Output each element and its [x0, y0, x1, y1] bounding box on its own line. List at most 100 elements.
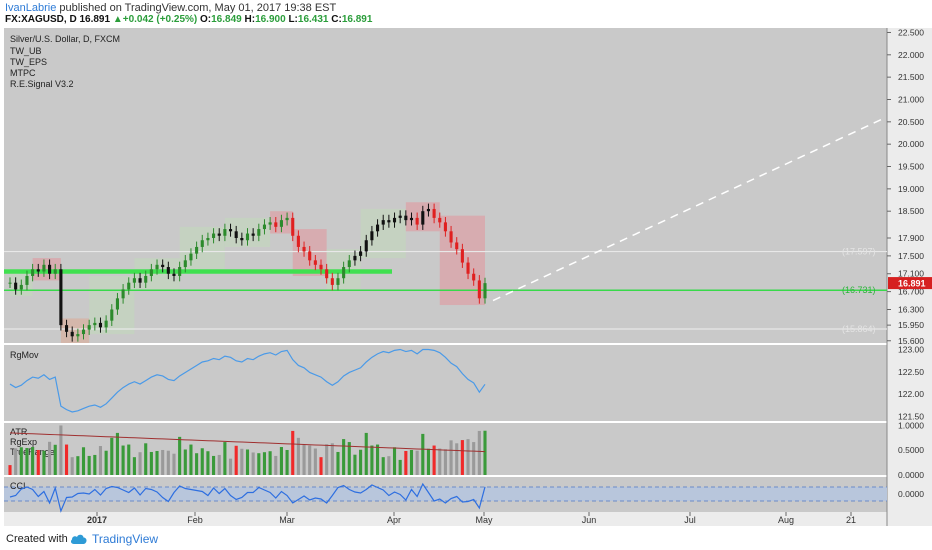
candle-body	[472, 273, 476, 281]
true-range-bar	[438, 448, 442, 475]
rgmov-tick-label: 122.00	[898, 389, 924, 399]
candle-body	[36, 269, 40, 272]
true-range-bar	[70, 457, 74, 475]
candle-body	[251, 233, 255, 236]
candle-body	[228, 229, 233, 232]
true-range-bar	[53, 444, 57, 475]
price-tick-label: 17.100	[898, 269, 924, 279]
true-range-bar	[336, 451, 340, 475]
candle-body	[387, 220, 391, 223]
true-range-bar	[189, 444, 193, 475]
true-range-bar	[110, 437, 114, 475]
rgmov-tick-label: 121.50	[898, 412, 924, 422]
true-range-bar	[98, 446, 103, 475]
candle-body	[296, 235, 300, 247]
candle-body	[268, 222, 272, 225]
candle-body	[392, 217, 397, 223]
true-range-bar	[206, 451, 210, 475]
candle-body	[376, 224, 380, 232]
true-range-bar	[172, 453, 176, 475]
chart-header: IvanLabrie published on TradingView.com,…	[0, 0, 932, 26]
candle-body	[336, 278, 340, 285]
candle-body	[409, 217, 414, 221]
true-range-bar	[115, 432, 119, 475]
candle-body	[319, 264, 323, 270]
true-range-bar	[443, 449, 447, 475]
atr-legend-0: ATR	[10, 427, 28, 437]
candle-body	[313, 260, 317, 265]
price-tick-label: 15.600	[898, 336, 924, 346]
rgmov-tick-label: 123.00	[898, 344, 924, 354]
author-link[interactable]: IvanLabrie	[5, 2, 57, 14]
rgmov-label: RgMov	[10, 350, 39, 360]
candle-body	[53, 269, 57, 274]
true-range-bar	[415, 450, 419, 475]
candle-body	[302, 246, 306, 252]
candle-body	[426, 208, 431, 212]
indicator-legend-2: MTPC	[10, 68, 36, 78]
atr-tick-label: 0.5000	[898, 445, 924, 455]
tradingview-cloud-icon	[70, 534, 87, 544]
price-tick-label: 17.500	[898, 251, 924, 261]
true-range-bar	[466, 439, 470, 475]
price-axis-bg	[887, 28, 932, 526]
true-range-bar	[387, 456, 391, 475]
candle-body	[64, 325, 69, 332]
true-range-bar	[477, 430, 481, 475]
time-tick-label: Feb	[187, 515, 203, 525]
time-tick-label: Jul	[684, 515, 696, 525]
price-tick-label: 19.500	[898, 162, 924, 172]
low-label: L:	[288, 14, 298, 25]
price-tick-label: 16.700	[898, 287, 924, 297]
candle-body	[443, 222, 447, 232]
true-range-bar	[228, 458, 233, 475]
close-value: 16.891	[341, 14, 373, 25]
true-range-bar	[370, 445, 374, 475]
candle-body	[178, 267, 182, 276]
candle-body	[132, 278, 136, 283]
true-range-bar	[138, 452, 142, 475]
rgmov-tick-label: 122.50	[898, 367, 924, 377]
true-range-bar	[240, 448, 244, 475]
candle-body	[8, 282, 12, 284]
true-range-bar	[132, 457, 136, 475]
close-label: C:	[331, 14, 342, 25]
true-range-bar	[432, 445, 436, 475]
candle-body	[138, 278, 142, 283]
price-change: +0.042 (+0.25%)	[122, 14, 198, 25]
atr-tick-label: 0.0000	[898, 470, 924, 480]
candle-body	[155, 264, 159, 270]
price-tick-label: 20.000	[898, 139, 924, 149]
candle-body	[149, 269, 153, 276]
candle-body	[308, 251, 312, 261]
candle-body	[161, 264, 165, 268]
candle-body	[110, 309, 114, 321]
true-range-bar	[268, 451, 272, 475]
time-tick-label: Apr	[387, 515, 401, 525]
true-range-bar	[234, 445, 238, 475]
candle-body	[347, 260, 351, 268]
true-range-bar	[279, 447, 283, 475]
true-range-bar	[14, 448, 18, 475]
level-label-2: (15.864)	[842, 324, 876, 334]
candle-body	[285, 217, 289, 221]
candle-body	[262, 224, 267, 230]
projection-line	[492, 116, 887, 302]
candle-body	[466, 262, 470, 274]
candle-body	[398, 215, 402, 218]
price-tick-label: 19.000	[898, 184, 924, 194]
true-range-bar	[81, 447, 86, 475]
indicator-legend-1: TW_EPS	[10, 57, 47, 67]
chart-title: Silver/U.S. Dollar, D, FXCM	[10, 34, 120, 44]
candle-body	[217, 233, 221, 236]
created-with-text: Created with	[6, 533, 68, 545]
candle-body	[25, 275, 29, 285]
atr-line	[9, 432, 486, 453]
true-range-bar	[212, 455, 216, 475]
candle-body	[432, 208, 436, 218]
candle-body	[76, 334, 80, 337]
time-axis-bg	[4, 512, 887, 526]
tradingview-brand-link[interactable]: TradingView	[92, 532, 159, 546]
candle-body	[98, 322, 103, 328]
